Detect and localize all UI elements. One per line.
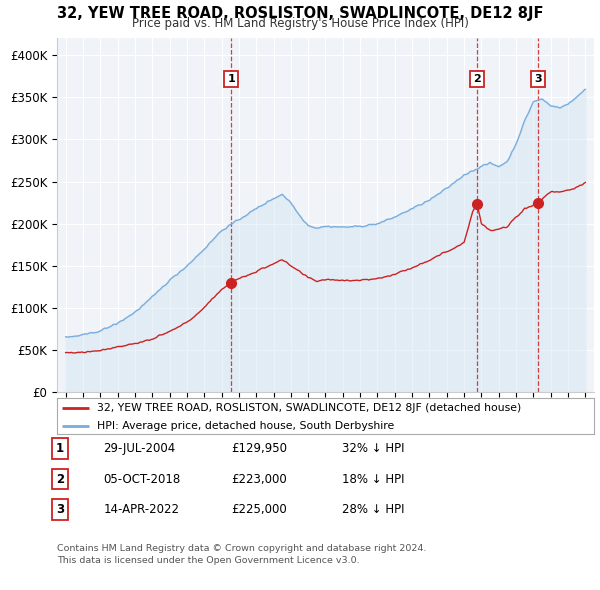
Text: Contains HM Land Registry data © Crown copyright and database right 2024.: Contains HM Land Registry data © Crown c… xyxy=(57,545,427,553)
Text: £225,000: £225,000 xyxy=(231,503,287,516)
Text: 29-JUL-2004: 29-JUL-2004 xyxy=(103,442,175,455)
Text: 18% ↓ HPI: 18% ↓ HPI xyxy=(342,473,404,486)
Text: 2: 2 xyxy=(473,74,481,84)
Text: £223,000: £223,000 xyxy=(231,473,287,486)
Text: 2: 2 xyxy=(56,473,64,486)
Text: 14-APR-2022: 14-APR-2022 xyxy=(103,503,179,516)
Text: 32, YEW TREE ROAD, ROSLISTON, SWADLINCOTE, DE12 8JF: 32, YEW TREE ROAD, ROSLISTON, SWADLINCOT… xyxy=(57,6,543,21)
Text: 28% ↓ HPI: 28% ↓ HPI xyxy=(342,503,404,516)
Text: 32% ↓ HPI: 32% ↓ HPI xyxy=(342,442,404,455)
Text: 32, YEW TREE ROAD, ROSLISTON, SWADLINCOTE, DE12 8JF (detached house): 32, YEW TREE ROAD, ROSLISTON, SWADLINCOT… xyxy=(97,403,521,413)
Text: £129,950: £129,950 xyxy=(231,442,287,455)
Text: 3: 3 xyxy=(535,74,542,84)
Text: 3: 3 xyxy=(56,503,64,516)
Text: 05-OCT-2018: 05-OCT-2018 xyxy=(103,473,181,486)
Text: Price paid vs. HM Land Registry's House Price Index (HPI): Price paid vs. HM Land Registry's House … xyxy=(131,17,469,30)
Text: HPI: Average price, detached house, South Derbyshire: HPI: Average price, detached house, Sout… xyxy=(97,421,395,431)
Text: 1: 1 xyxy=(227,74,235,84)
Text: 1: 1 xyxy=(56,442,64,455)
Text: This data is licensed under the Open Government Licence v3.0.: This data is licensed under the Open Gov… xyxy=(57,556,359,565)
